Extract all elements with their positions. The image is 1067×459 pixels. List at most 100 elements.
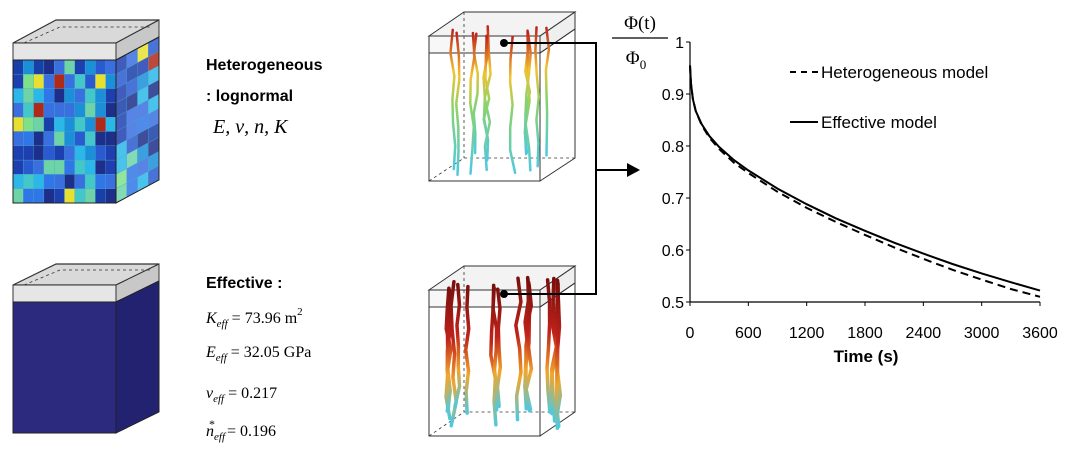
heterogeneous-cell bbox=[23, 74, 34, 89]
heterogeneous-params: E, ν, n, K bbox=[212, 116, 289, 138]
y-axis-label: Φ(t) Φ0 bbox=[612, 13, 668, 72]
heterogeneous-cell bbox=[23, 145, 34, 161]
heterogeneous-cell bbox=[23, 102, 34, 118]
fracture-cube-front bbox=[428, 52, 541, 182]
heterogeneous-cell bbox=[43, 88, 55, 104]
heterogeneous-cell bbox=[74, 131, 86, 146]
heterogeneous-cell bbox=[95, 174, 106, 189]
heterogeneous-cell bbox=[105, 145, 117, 161]
fracture-paths-effective bbox=[444, 275, 563, 430]
legend-label: Effective model bbox=[821, 113, 937, 132]
cube-cap-front bbox=[12, 42, 117, 61]
heterogeneous-cell bbox=[23, 59, 34, 75]
K-symbol: K bbox=[205, 310, 218, 327]
heterogeneous-cell bbox=[43, 159, 55, 175]
heterogeneous-cell bbox=[54, 174, 65, 189]
heterogeneous-cell bbox=[64, 145, 75, 161]
heterogeneous-cell bbox=[64, 131, 75, 146]
fracture-streak bbox=[544, 26, 551, 157]
heterogeneous-cell bbox=[33, 59, 45, 75]
heterogeneous-cell bbox=[74, 59, 86, 75]
x-tick-label: 0 bbox=[686, 325, 695, 342]
legend-label: Heterogeneous model bbox=[821, 63, 988, 82]
cube-dashed-edge bbox=[23, 269, 150, 286]
cube-cap-front bbox=[12, 284, 117, 303]
n-value: = 0.196 bbox=[223, 423, 276, 440]
heterogeneous-cell bbox=[33, 102, 45, 118]
heterogeneous-side-outline bbox=[115, 36, 160, 204]
heterogeneous-side-face bbox=[115, 36, 160, 204]
effective-n: neff* = 0.196 bbox=[206, 417, 276, 443]
heterogeneous-cell bbox=[74, 88, 86, 104]
series-line-effective bbox=[689, 65, 1041, 292]
fracture-cube-front bbox=[428, 306, 541, 437]
heterogeneous-cell bbox=[64, 159, 75, 175]
heterogeneous-cell bbox=[74, 159, 86, 175]
heterogeneous-cell bbox=[105, 74, 117, 89]
y-tick-label: 0.6 bbox=[662, 243, 684, 260]
heterogeneous-cell bbox=[95, 131, 106, 146]
heterogeneous-cell bbox=[33, 145, 45, 161]
heterogeneous-cell bbox=[105, 88, 117, 104]
heterogeneous-cell bbox=[84, 145, 96, 161]
chart-legend: Heterogeneous model Effective model bbox=[790, 63, 988, 132]
heterogeneous-cell bbox=[74, 102, 86, 118]
y-label-den-subscript: 0 bbox=[640, 57, 647, 72]
heterogeneous-cell bbox=[74, 188, 86, 204]
x-tick-label: 3600 bbox=[1022, 325, 1058, 342]
heterogeneous-cell bbox=[23, 131, 34, 146]
fracture-streak bbox=[524, 282, 534, 413]
fracture-streak bbox=[514, 276, 523, 422]
fracture-streak bbox=[463, 284, 471, 415]
heterogeneous-cell bbox=[105, 188, 117, 204]
fracture-paths-heterogeneous bbox=[449, 25, 551, 177]
x-tick-label: 3000 bbox=[964, 325, 1000, 342]
heterogeneous-cell bbox=[64, 188, 75, 204]
heterogeneous-cell bbox=[12, 188, 24, 204]
heterogeneous-cell bbox=[23, 159, 34, 175]
heterogeneous-cell bbox=[12, 131, 24, 146]
E-subscript: eff bbox=[216, 352, 229, 364]
heterogeneous-cell bbox=[64, 88, 75, 104]
heterogeneous-cell bbox=[12, 102, 24, 118]
heterogeneous-cell bbox=[84, 174, 96, 189]
fracture-streak bbox=[554, 281, 561, 430]
K-subscript: eff bbox=[217, 318, 230, 330]
heterogeneous-cell bbox=[105, 174, 117, 189]
y-tick-label: 0.7 bbox=[662, 191, 684, 208]
heterogeneous-cell bbox=[33, 117, 45, 132]
heterogeneous-cell bbox=[84, 74, 96, 89]
heterogeneous-cell bbox=[84, 131, 96, 146]
heterogeneous-cell bbox=[64, 174, 75, 189]
arrowhead-icon bbox=[627, 163, 640, 177]
cube-dashed-edge bbox=[23, 26, 150, 44]
heterogeneous-cell bbox=[33, 74, 45, 89]
heterogeneous-cell bbox=[43, 59, 55, 75]
heterogeneous-cell bbox=[84, 117, 96, 132]
heterogeneous-cell bbox=[105, 102, 117, 118]
heterogeneous-cell bbox=[74, 145, 86, 161]
fracture-streak bbox=[445, 288, 452, 413]
fracture-streak bbox=[524, 30, 532, 172]
heterogeneous-cell bbox=[33, 88, 45, 104]
fracture-streak bbox=[469, 31, 476, 175]
heterogeneous-title: Heterogeneous bbox=[206, 57, 323, 74]
heterogeneous-cell bbox=[54, 88, 65, 104]
effective-title: Effective : bbox=[206, 275, 282, 292]
heterogeneous-cell bbox=[12, 59, 24, 75]
heterogeneous-cell bbox=[64, 74, 75, 89]
heterogeneous-cell bbox=[54, 117, 65, 132]
heterogeneous-cell bbox=[54, 131, 65, 146]
heterogeneous-cell bbox=[23, 117, 34, 132]
fracture-streak bbox=[449, 28, 457, 171]
heterogeneous-cell bbox=[74, 74, 86, 89]
y-tick-label: 0.5 bbox=[662, 295, 684, 312]
heterogeneous-cell bbox=[43, 74, 55, 89]
heterogeneous-cell bbox=[43, 117, 55, 132]
heterogeneous-cell bbox=[74, 117, 86, 132]
heterogeneous-cell bbox=[95, 88, 106, 104]
heterogeneous-cell bbox=[43, 102, 55, 118]
heterogeneous-cell bbox=[95, 159, 106, 175]
heterogeneous-cell bbox=[84, 88, 96, 104]
